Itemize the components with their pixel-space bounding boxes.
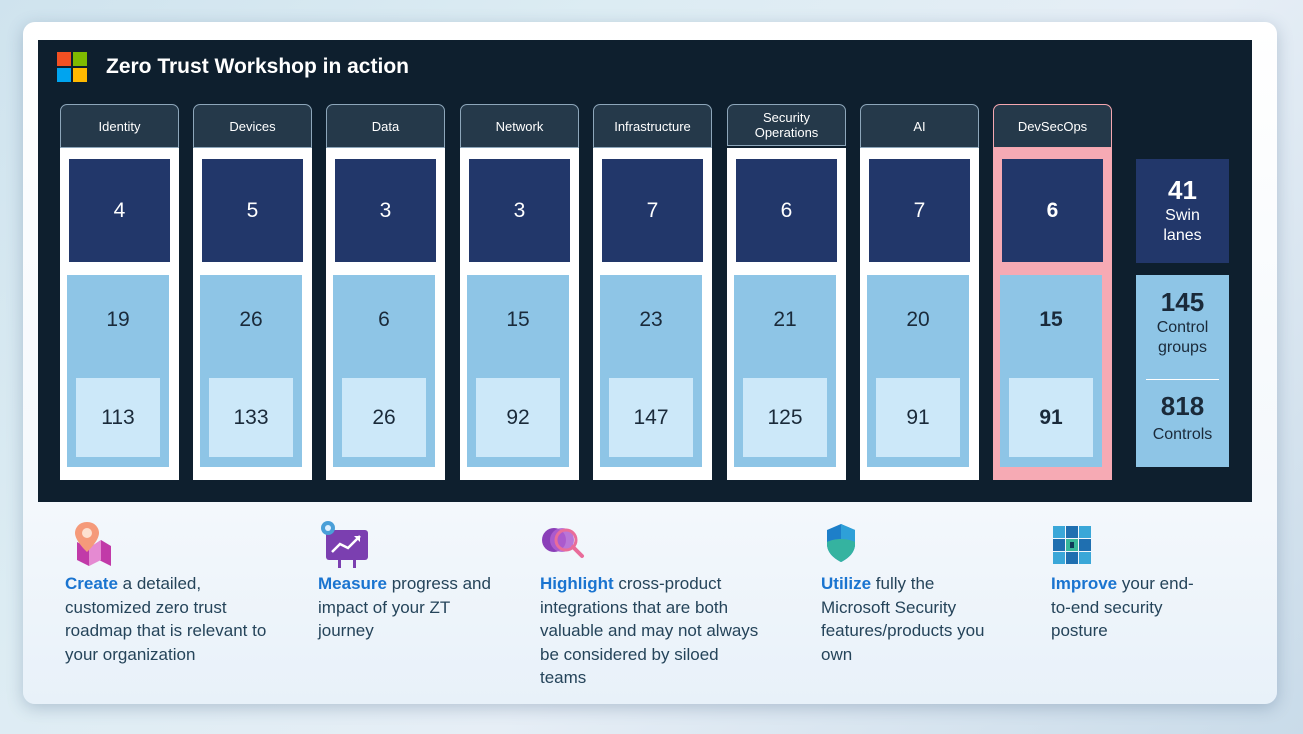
column-data: Data 3 6 26 <box>326 104 445 480</box>
column-infrastructure: Infrastructure 7 23 147 <box>593 104 712 480</box>
column-devsecops: DevSecOps 6 15 91 <box>993 104 1112 480</box>
feature-keyword: Highlight <box>540 574 614 593</box>
column-header: Identity <box>60 104 179 148</box>
column-header: DevSecOps <box>993 104 1112 148</box>
swimlane-count: 3 <box>469 159 570 262</box>
feature-keyword: Improve <box>1051 574 1118 593</box>
column-header: Security Operations <box>727 104 846 146</box>
chart-gear-icon <box>318 520 368 568</box>
feature-keyword: Utilize <box>821 574 872 593</box>
total-control-groups-label: Control groups <box>1156 319 1209 356</box>
column-body: 4 19 113 <box>60 148 179 480</box>
microsoft-logo-icon <box>57 52 88 83</box>
column-body: 7 23 147 <box>593 148 712 480</box>
control-group-count: 6 <box>378 308 390 331</box>
feature-measure: Measure progress and impact of your ZT j… <box>318 520 493 643</box>
column-header: AI <box>860 104 979 148</box>
swimlane-count: 6 <box>1002 159 1103 262</box>
controls-count: 92 <box>476 378 560 457</box>
feature-text: Utilize fully the Microsoft Security fea… <box>821 572 996 666</box>
control-group-count: 15 <box>1039 308 1063 331</box>
total-control-groups-value: 145 <box>1160 287 1205 317</box>
feature-improve: Improve your end-to-end security posture <box>1051 520 1211 643</box>
security-posture-icon <box>1051 520 1091 566</box>
feature-text: Highlight cross-product integrations tha… <box>540 572 765 690</box>
feature-description: a detailed, customized zero trust roadma… <box>65 574 267 664</box>
controls-count: 147 <box>609 378 693 457</box>
feature-text: Improve your end-to-end security posture <box>1051 572 1211 643</box>
feature-highlight: Highlight cross-product integrations tha… <box>540 520 765 690</box>
control-group-box: 6 26 <box>333 275 435 467</box>
control-group-box: 26 133 <box>200 275 302 467</box>
control-group-box: 15 92 <box>467 275 569 467</box>
total-swimlanes-value: 41 <box>1168 175 1197 205</box>
swimlane-count: 7 <box>869 159 970 262</box>
feature-description: progress and impact of your ZT journey <box>318 574 491 640</box>
controls-count: 133 <box>209 378 293 457</box>
column-devices: Devices 5 26 133 <box>193 104 312 480</box>
feature-text: Create a detailed, customized zero trust… <box>65 572 275 666</box>
swimlane-count: 7 <box>602 159 703 262</box>
total-controls-value: 818 <box>1160 391 1205 421</box>
total-controls-box: 145 Control groups 818 Controls <box>1136 275 1229 467</box>
shield-icon <box>821 520 861 566</box>
control-group-count: 15 <box>506 308 530 331</box>
feature-description: your end-to-end security posture <box>1051 574 1194 640</box>
control-group-count: 26 <box>239 308 263 331</box>
column-security-operations: Security Operations 6 21 125 <box>727 104 846 480</box>
column-body: 7 20 91 <box>860 148 979 480</box>
column-header: Devices <box>193 104 312 148</box>
column-network: Network 3 15 92 <box>460 104 579 480</box>
page-title: Zero Trust Workshop in action <box>106 55 409 78</box>
feature-description: cross-product integrations that are both… <box>540 574 759 687</box>
total-controls-label: Controls <box>1152 426 1213 443</box>
controls-count: 91 <box>876 378 960 457</box>
control-group-count: 19 <box>106 308 130 331</box>
magnifier-icon <box>540 520 584 566</box>
controls-count: 113 <box>76 378 160 457</box>
column-body: 3 6 26 <box>326 148 445 480</box>
swimlane-count: 4 <box>69 159 170 262</box>
column-body: 6 15 91 <box>993 148 1112 480</box>
control-group-box: 23 147 <box>600 275 702 467</box>
column-header: Network <box>460 104 579 148</box>
column-ai: AI 7 20 91 <box>860 104 979 480</box>
column-header: Infrastructure <box>593 104 712 148</box>
column-body: 5 26 133 <box>193 148 312 480</box>
total-swimlanes: 41 Swin lanes <box>1136 159 1229 263</box>
feature-description: fully the Microsoft Security features/pr… <box>821 574 985 664</box>
control-group-box: 15 91 <box>1000 275 1102 467</box>
controls-count: 91 <box>1009 378 1093 457</box>
control-group-box: 20 91 <box>867 275 969 467</box>
controls-count: 26 <box>342 378 426 457</box>
swimlane-count: 5 <box>202 159 303 262</box>
control-group-count: 23 <box>639 308 663 331</box>
feature-text: Measure progress and impact of your ZT j… <box>318 572 493 643</box>
total-swimlanes-label: Swin lanes <box>1163 207 1202 244</box>
column-identity: Identity 4 19 113 <box>60 104 179 480</box>
map-pin-icon <box>65 520 111 566</box>
column-body: 3 15 92 <box>460 148 579 480</box>
feature-keyword: Measure <box>318 574 387 593</box>
feature-keyword: Create <box>65 574 118 593</box>
swimlane-count: 3 <box>335 159 436 262</box>
feature-create: Create a detailed, customized zero trust… <box>65 520 275 666</box>
control-group-count: 20 <box>906 308 930 331</box>
column-body: 6 21 125 <box>727 148 846 480</box>
control-group-box: 21 125 <box>734 275 836 467</box>
column-header: Data <box>326 104 445 148</box>
control-group-box: 19 113 <box>67 275 169 467</box>
controls-count: 125 <box>743 378 827 457</box>
control-group-count: 21 <box>773 308 797 331</box>
feature-utilize: Utilize fully the Microsoft Security fea… <box>821 520 996 666</box>
divider <box>1146 379 1219 380</box>
swimlane-count: 6 <box>736 159 837 262</box>
